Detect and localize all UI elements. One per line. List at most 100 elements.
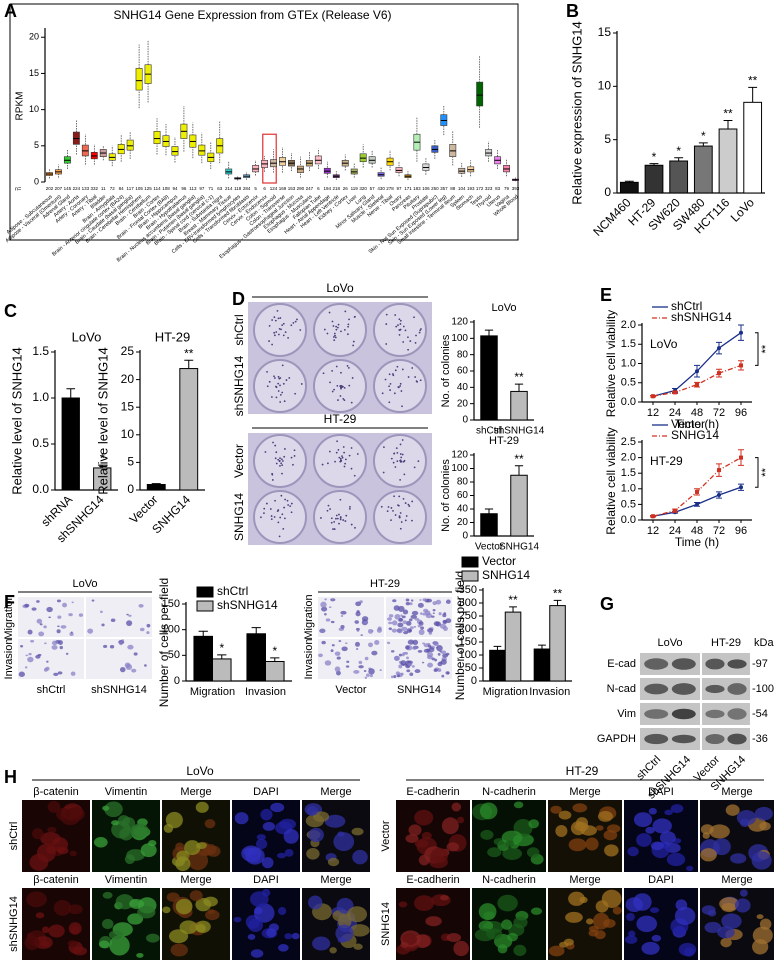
colony bbox=[404, 519, 407, 522]
image-detail bbox=[53, 672, 59, 676]
n-count: 430 bbox=[377, 186, 385, 191]
colony bbox=[286, 499, 289, 502]
image-detail bbox=[56, 846, 69, 855]
group-title: LoVo bbox=[657, 637, 682, 649]
image-detail bbox=[179, 920, 198, 935]
image-detail bbox=[26, 891, 47, 908]
colony bbox=[347, 333, 349, 336]
image-detail bbox=[457, 816, 465, 824]
image-detail bbox=[368, 668, 375, 675]
colony bbox=[394, 314, 397, 316]
image-detail bbox=[327, 857, 340, 867]
band bbox=[644, 733, 669, 745]
image-detail bbox=[103, 644, 108, 649]
error-bar bbox=[97, 464, 107, 468]
image-detail bbox=[417, 602, 424, 608]
column-label: Vimentin bbox=[105, 874, 148, 886]
n-count: 88 bbox=[450, 186, 456, 191]
image-detail bbox=[195, 801, 209, 813]
colony bbox=[341, 455, 343, 458]
image-detail bbox=[53, 900, 72, 916]
y-tick-label: 1.5 bbox=[621, 338, 636, 350]
colony bbox=[269, 508, 272, 510]
y-tick-label: 80 bbox=[457, 477, 469, 488]
image-detail bbox=[548, 945, 565, 957]
colony bbox=[334, 336, 337, 339]
image-detail bbox=[48, 616, 52, 619]
colony bbox=[414, 342, 417, 344]
colony bbox=[276, 309, 279, 312]
band bbox=[727, 708, 747, 720]
image-detail bbox=[254, 907, 263, 915]
colony bbox=[344, 462, 347, 465]
image-detail bbox=[163, 823, 174, 833]
colony bbox=[284, 331, 287, 334]
colony bbox=[336, 326, 339, 329]
bar bbox=[480, 513, 498, 537]
colony bbox=[322, 372, 325, 375]
colony bbox=[270, 396, 273, 398]
image-detail bbox=[451, 802, 462, 812]
box bbox=[135, 68, 143, 91]
colony bbox=[349, 506, 351, 508]
y-tick-label: 0 bbox=[462, 531, 468, 542]
image-detail bbox=[102, 891, 113, 899]
image-detail bbox=[306, 848, 320, 860]
significance: ** bbox=[723, 107, 733, 121]
image-detail bbox=[338, 640, 342, 643]
legend-label: Vector bbox=[671, 417, 705, 431]
image-detail bbox=[260, 808, 273, 821]
colony bbox=[287, 504, 290, 506]
image-detail bbox=[453, 940, 469, 957]
colony bbox=[396, 451, 399, 454]
image-detail bbox=[36, 618, 43, 624]
colony bbox=[277, 382, 280, 385]
image-detail bbox=[377, 626, 382, 631]
colony bbox=[331, 320, 334, 323]
image-detail bbox=[48, 924, 65, 938]
colony bbox=[339, 395, 342, 397]
colony bbox=[263, 507, 266, 510]
image-detail bbox=[558, 810, 572, 820]
colony bbox=[417, 460, 420, 463]
n-count: 320 bbox=[359, 186, 367, 191]
image-detail bbox=[636, 833, 652, 847]
error-bar bbox=[493, 645, 502, 651]
colony bbox=[283, 455, 286, 458]
colony bbox=[281, 364, 284, 367]
colony bbox=[388, 385, 391, 388]
colony bbox=[282, 334, 285, 337]
image-detail bbox=[575, 817, 589, 829]
colony bbox=[270, 515, 273, 517]
colony bbox=[339, 457, 342, 460]
image-detail bbox=[65, 807, 85, 821]
image-detail bbox=[400, 941, 409, 948]
column-label: shCtrl bbox=[37, 684, 66, 696]
colony bbox=[399, 453, 402, 455]
colony bbox=[334, 334, 336, 337]
image-detail bbox=[440, 659, 447, 665]
colony bbox=[273, 375, 275, 378]
image-detail bbox=[505, 840, 514, 848]
n-count: 194 bbox=[324, 186, 332, 191]
colony bbox=[411, 367, 414, 369]
image-detail bbox=[555, 824, 568, 837]
image-detail bbox=[352, 849, 368, 865]
size-label: -36 bbox=[752, 733, 768, 745]
image-detail bbox=[366, 673, 370, 677]
y-tick-label: 0.5 bbox=[32, 436, 49, 450]
colony bbox=[384, 378, 387, 381]
y-tick-label: 250 bbox=[459, 610, 477, 622]
y-axis-title: Number of cells per field bbox=[157, 578, 171, 707]
error-bar bbox=[748, 86, 758, 103]
colony bbox=[389, 389, 391, 391]
n-count: 118 bbox=[234, 186, 242, 191]
image-detail bbox=[438, 612, 442, 616]
point bbox=[739, 455, 743, 460]
colony bbox=[279, 401, 282, 403]
image-detail bbox=[355, 648, 359, 650]
image-detail bbox=[402, 620, 408, 625]
group-title: HT-29 bbox=[370, 578, 400, 590]
image-detail bbox=[31, 828, 44, 840]
colony bbox=[398, 386, 400, 389]
